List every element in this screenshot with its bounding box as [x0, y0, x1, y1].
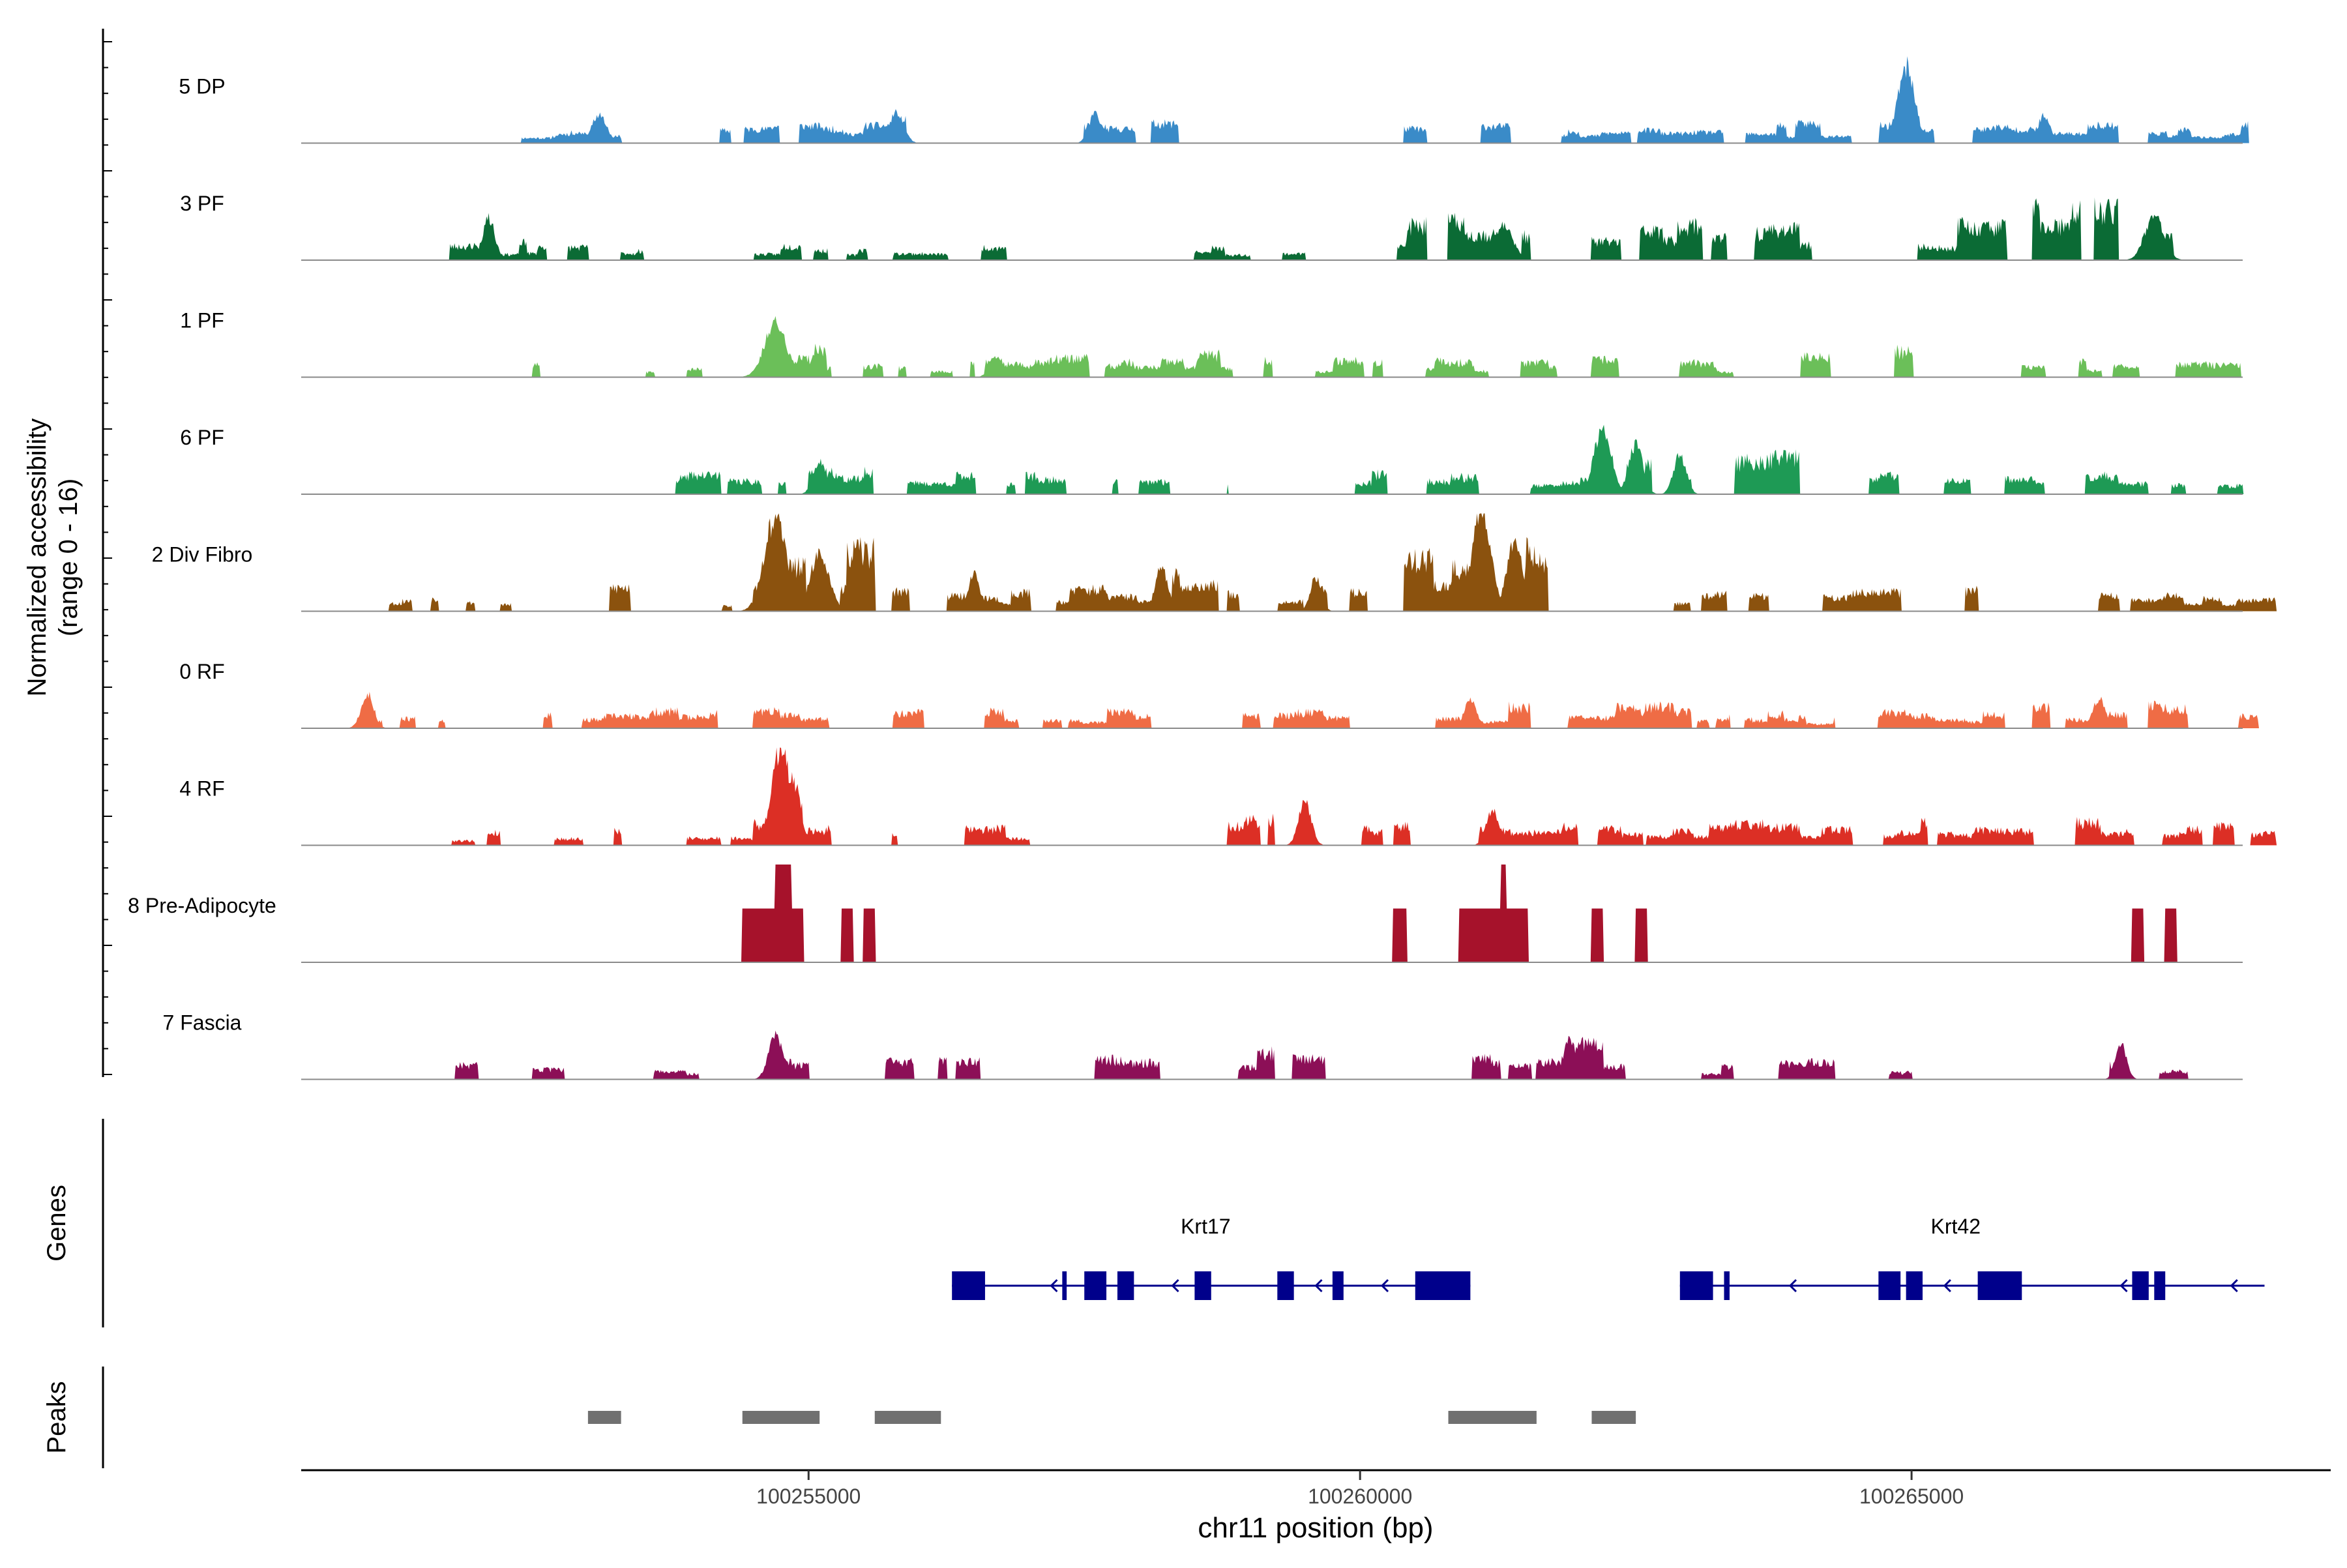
track-1-pf: 1 PF: [180, 309, 2331, 378]
x-axis-tick-label: 100255000: [756, 1485, 861, 1508]
peak-region: [874, 1411, 941, 1424]
strand-arrow: [1050, 1279, 1058, 1293]
track-label: 2 Div Fibro: [152, 543, 253, 567]
track-2-div-fibro: 2 Div Fibro: [152, 513, 2331, 612]
coverage-area: [301, 747, 2331, 846]
x-axis-tick-label: 100260000: [1308, 1485, 1412, 1508]
coverage-area: [301, 56, 2331, 143]
y-axis-label-line1: Normalized accessibility: [23, 419, 52, 697]
track-0-rf: 0 RF: [179, 660, 2331, 729]
x-axis-ticks: 100255000 100260000 100265000: [756, 1470, 1964, 1508]
track-6-pf: 6 PF: [180, 424, 2331, 495]
peak-region: [587, 1411, 621, 1424]
strand-arrow: [1788, 1279, 1797, 1293]
peak-region: [1448, 1411, 1537, 1424]
track-label: 5 DP: [179, 75, 225, 98]
track-7-fascia: 7 Fascia: [163, 1011, 2331, 1080]
strand-arrow: [2119, 1279, 2128, 1293]
track-label: 4 RF: [179, 777, 224, 801]
track-8-pre-adipocyte: 8 Pre-Adipocyte: [128, 865, 2331, 963]
gene-exon: [1415, 1271, 1471, 1300]
coverage-tracks: 5 DP 3 PF 1 PF 6 PF 2 Div Fibro 0 RF 4 RF 8 Pre…: [128, 56, 2331, 1080]
gene-exon: [2132, 1271, 2149, 1300]
gene-krt42: Krt42: [1679, 1215, 2265, 1300]
gene-exon: [1977, 1271, 2022, 1300]
track-label: 7 Fascia: [163, 1011, 242, 1035]
x-axis-label: chr11 position (bp): [1198, 1512, 1433, 1544]
track-label: 3 PF: [180, 192, 224, 215]
coverage-area: [301, 197, 2331, 260]
coverage-area: [301, 1030, 2331, 1080]
gene-exon: [1906, 1271, 1923, 1300]
peak-region: [742, 1411, 820, 1424]
track-label: 0 RF: [179, 660, 224, 683]
gene-exon: [1277, 1271, 1294, 1300]
gene-annotation-track: Krt17 Krt42: [952, 1215, 2265, 1300]
x-axis-tick-label: 100265000: [1859, 1485, 1964, 1508]
track-label: 1 PF: [180, 309, 224, 333]
gene-exon: [1878, 1271, 1901, 1300]
coverage-y-axis: [102, 29, 112, 1077]
gene-label: Krt17: [1181, 1215, 1230, 1238]
gene-exon: [1679, 1271, 1713, 1300]
gene-exon: [1332, 1271, 1344, 1300]
peak-track: [587, 1411, 1636, 1424]
gene-exon: [1062, 1271, 1067, 1300]
strand-arrow: [1943, 1279, 1951, 1293]
coverage-area: [301, 424, 2331, 494]
coverage-area: [301, 513, 2331, 612]
peak-region: [1591, 1411, 1636, 1424]
gene-exon: [1194, 1271, 1211, 1300]
gene-exon: [1117, 1271, 1134, 1300]
gene-label: Krt42: [1931, 1215, 1981, 1238]
y-axis-label-line2: (range 0 - 16): [54, 479, 83, 636]
track-5-dp: 5 DP: [179, 56, 2331, 144]
gene-exon: [1724, 1271, 1730, 1300]
track-label: 8 Pre-Adipocyte: [128, 894, 276, 917]
strand-arrow: [1380, 1279, 1389, 1293]
gene-exon: [1084, 1271, 1107, 1300]
coverage-area: [301, 692, 2331, 728]
strand-arrow: [1171, 1279, 1179, 1293]
gene-krt17: Krt17: [952, 1215, 1471, 1300]
peaks-panel-label: Peaks: [42, 1381, 71, 1453]
y-axis-label: Normalized accessibility (range 0 - 16): [23, 419, 83, 697]
coverage-area: [301, 316, 2331, 377]
track-label: 6 PF: [180, 426, 224, 449]
gene-exon: [952, 1271, 985, 1300]
strand-arrow: [2230, 1279, 2238, 1293]
coverage-area: [301, 865, 2331, 962]
track-3-pf: 3 PF: [180, 192, 2331, 261]
strand-arrow: [1314, 1279, 1323, 1293]
genes-panel-label: Genes: [42, 1185, 71, 1262]
gene-exon: [2154, 1271, 2166, 1300]
track-4-rf: 4 RF: [179, 747, 2331, 846]
